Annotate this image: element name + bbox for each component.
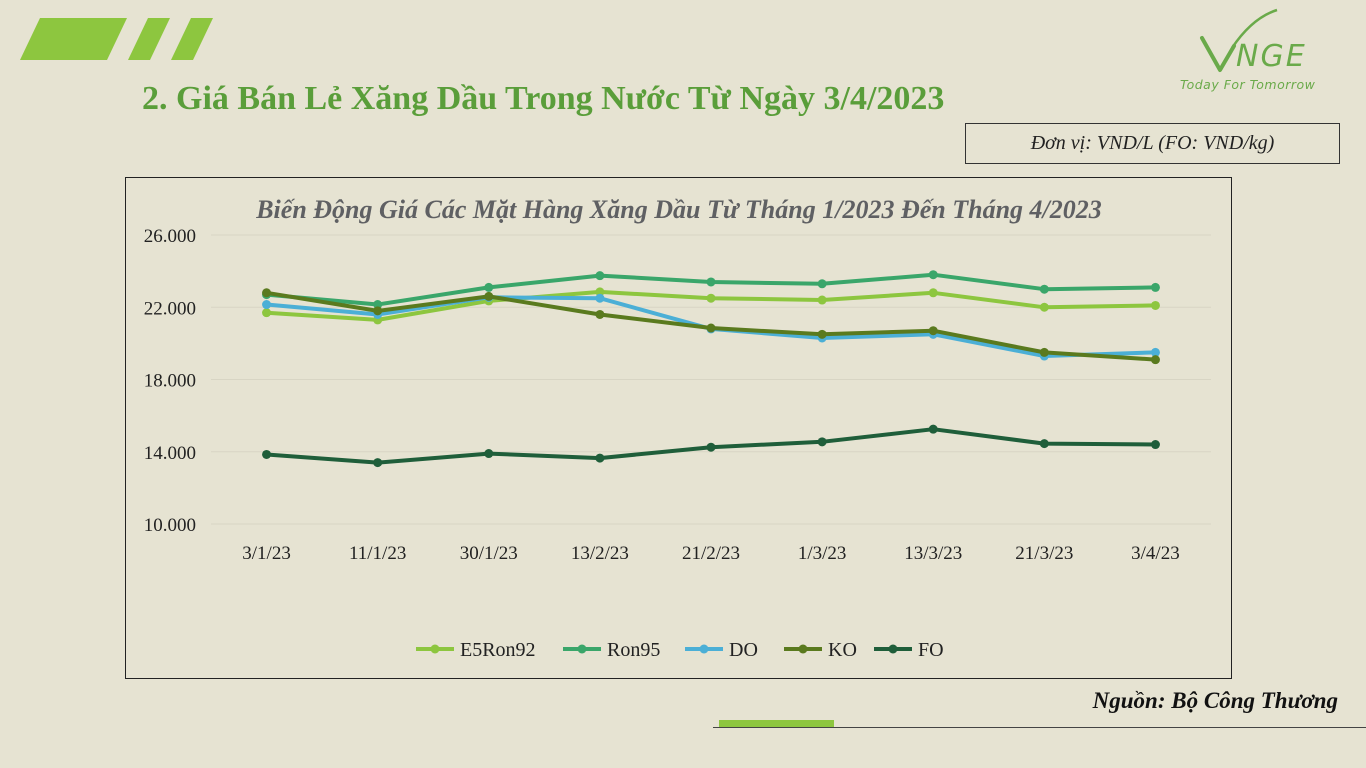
legend-label-ko: KO (828, 639, 857, 661)
data-point-ron95 (928, 270, 938, 280)
data-point-ko (928, 326, 938, 336)
data-point-fo (595, 453, 605, 463)
line-chart: Biến Động Giá Các Mặt Hàng Xăng Dầu Từ T… (144, 195, 1211, 661)
data-point-ron95 (706, 277, 716, 287)
x-tick-label: 3/1/23 (242, 543, 291, 564)
x-tick-label: 21/2/23 (682, 543, 740, 564)
data-point-fo (706, 442, 716, 452)
x-tick-label: 13/2/23 (571, 543, 629, 564)
data-point-ko (484, 291, 494, 301)
data-point-fo (262, 449, 272, 459)
data-point-e5ron92 (262, 308, 272, 318)
legend-marker-do (699, 644, 709, 654)
data-point-e5ron92 (1039, 302, 1049, 312)
data-point-e5ron92 (706, 293, 716, 303)
data-point-ron95 (484, 282, 494, 292)
chart-title: Biến Động Giá Các Mặt Hàng Xăng Dầu Từ T… (255, 195, 1102, 224)
data-point-fo (1039, 439, 1049, 449)
legend-marker-ron95 (577, 644, 587, 654)
x-tick-label: 11/1/23 (349, 543, 406, 564)
x-tick-label: 13/3/23 (904, 543, 962, 564)
x-tick-label: 3/4/23 (1131, 543, 1180, 564)
data-point-ron95 (595, 271, 605, 281)
legend-marker-ko (798, 644, 808, 654)
data-point-do (1150, 347, 1160, 357)
legend-marker-e5ron92 (430, 644, 440, 654)
data-point-fo (1150, 440, 1160, 450)
data-point-ron95 (373, 300, 383, 310)
y-tick-label: 22.000 (144, 298, 196, 319)
y-tick-label: 14.000 (144, 443, 196, 464)
data-point-ron95 (1150, 282, 1160, 292)
page-title: 2. Giá Bán Lẻ Xăng Dầu Trong Nước Từ Ngà… (142, 80, 945, 117)
y-tick-label: 18.000 (144, 371, 196, 392)
svg-text:NGE: NGE (1236, 39, 1307, 74)
x-tick-label: 30/1/23 (460, 543, 518, 564)
data-point-e5ron92 (928, 288, 938, 298)
data-point-fo (373, 458, 383, 468)
data-point-e5ron92 (817, 295, 827, 305)
y-tick-label: 10.000 (144, 515, 196, 536)
footer-accent-bar (719, 720, 834, 727)
x-tick-label: 21/3/23 (1015, 543, 1073, 564)
x-tick-label: 1/3/23 (798, 543, 847, 564)
legend-label-do: DO (729, 639, 758, 661)
data-point-ron95 (1039, 284, 1049, 294)
legend-label-e5ron92: E5Ron92 (460, 639, 536, 661)
data-point-ko (1039, 347, 1049, 357)
legend-marker-fo (888, 644, 898, 654)
data-point-do (595, 293, 605, 303)
header-decoration (20, 18, 213, 60)
unit-label: Đơn vị: VND/L (FO: VND/kg) (965, 123, 1340, 164)
logo-tagline: Today For Tomorrow (1180, 77, 1316, 92)
data-point-fo (928, 424, 938, 434)
data-point-e5ron92 (1150, 300, 1160, 310)
data-point-ko (706, 323, 716, 333)
data-point-fo (817, 437, 827, 447)
legend-label-ron95: Ron95 (607, 639, 660, 661)
data-point-ko (595, 309, 605, 319)
source-label: Nguồn: Bộ Công Thương (1092, 688, 1338, 713)
vnge-logo: NGE (1200, 8, 1307, 74)
footer-divider (713, 727, 1366, 728)
data-point-e5ron92 (595, 287, 605, 297)
data-point-ko (817, 329, 827, 339)
data-point-ko (262, 288, 272, 298)
chart-frame: Biến Động Giá Các Mặt Hàng Xăng Dầu Từ T… (125, 177, 1232, 679)
y-tick-label: 26.000 (144, 226, 196, 247)
data-point-fo (484, 449, 494, 459)
legend-label-fo: FO (918, 639, 944, 661)
data-point-ron95 (817, 279, 827, 289)
data-point-ko (1150, 355, 1160, 365)
data-point-ko (373, 306, 383, 316)
data-point-do (262, 300, 272, 310)
